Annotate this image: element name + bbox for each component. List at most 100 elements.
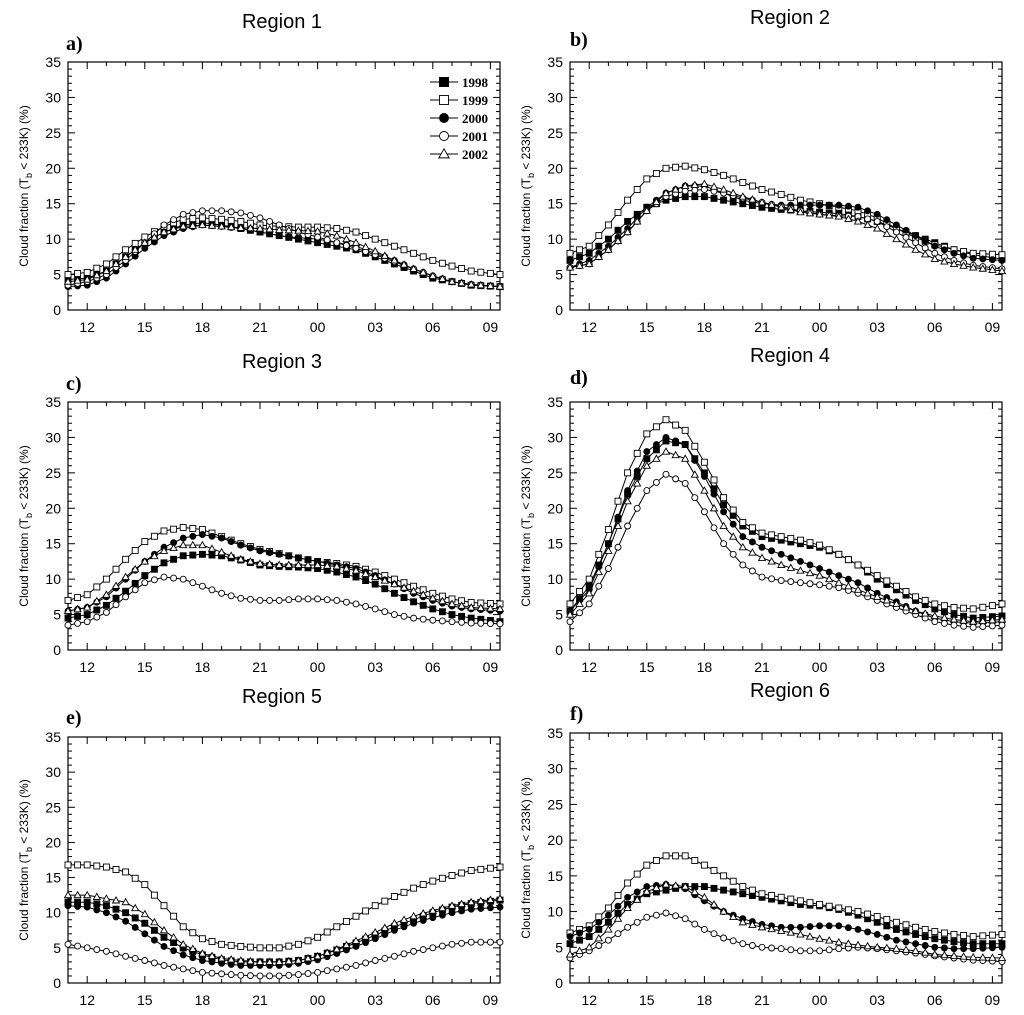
data-point bbox=[912, 930, 920, 938]
data-point bbox=[786, 205, 796, 213]
data-point bbox=[170, 216, 178, 224]
data-point bbox=[815, 934, 824, 942]
data-point bbox=[83, 861, 91, 869]
data-point bbox=[64, 596, 72, 604]
data-point bbox=[285, 552, 293, 560]
x-tick-label: 03 bbox=[367, 992, 383, 1008]
y-axis-label-part: < 233K) (%) bbox=[519, 445, 533, 513]
data-point bbox=[410, 614, 418, 622]
series-line bbox=[569, 886, 1002, 945]
data-point bbox=[816, 565, 824, 572]
data-point bbox=[495, 604, 505, 612]
data-point bbox=[614, 892, 622, 899]
data-point bbox=[921, 596, 929, 604]
data-point bbox=[448, 940, 456, 948]
data-point bbox=[73, 604, 82, 613]
data-point bbox=[700, 892, 709, 901]
data-point bbox=[576, 936, 584, 944]
series-line bbox=[569, 855, 1003, 938]
x-tick-label: 03 bbox=[367, 659, 383, 675]
data-point bbox=[902, 921, 910, 929]
data-point bbox=[496, 938, 504, 946]
data-point bbox=[883, 577, 891, 585]
data-point bbox=[729, 506, 737, 514]
data-point bbox=[467, 619, 475, 627]
data-point bbox=[576, 588, 584, 595]
data-point bbox=[246, 956, 255, 965]
data-point bbox=[672, 437, 680, 445]
data-point bbox=[796, 566, 805, 574]
data-point bbox=[121, 572, 130, 581]
data-point bbox=[805, 932, 815, 940]
data-point bbox=[912, 239, 920, 247]
data-point bbox=[160, 527, 168, 535]
y-tick-label: 30 bbox=[45, 764, 61, 780]
y-tick-label: 20 bbox=[547, 160, 563, 176]
data-point bbox=[428, 593, 438, 602]
series-line bbox=[569, 883, 1003, 959]
data-point bbox=[141, 244, 149, 252]
data-point bbox=[352, 943, 360, 950]
data-point bbox=[438, 259, 446, 267]
data-point bbox=[111, 896, 121, 904]
data-point bbox=[950, 938, 958, 946]
data-point bbox=[988, 622, 996, 630]
data-point bbox=[198, 531, 206, 538]
data-point bbox=[853, 940, 863, 949]
y-tick-label: 15 bbox=[547, 536, 563, 552]
data-point bbox=[178, 222, 188, 230]
data-point bbox=[988, 265, 997, 273]
data-point bbox=[912, 232, 920, 240]
data-point bbox=[150, 576, 158, 584]
legend-marker bbox=[439, 113, 449, 123]
data-point bbox=[410, 919, 418, 927]
y-tick-label: 20 bbox=[45, 834, 61, 850]
y-tick-label: 35 bbox=[45, 54, 61, 70]
data-point bbox=[691, 457, 699, 464]
data-point bbox=[390, 926, 398, 934]
data-point bbox=[342, 963, 350, 971]
data-point bbox=[256, 944, 264, 952]
data-point bbox=[496, 903, 504, 911]
data-point bbox=[931, 935, 939, 943]
data-point bbox=[892, 221, 900, 229]
x-tick-label: 12 bbox=[581, 319, 597, 335]
data-point bbox=[495, 894, 505, 902]
data-point bbox=[63, 890, 73, 899]
data-point bbox=[940, 944, 948, 952]
series-line bbox=[569, 451, 1003, 623]
legend-marker bbox=[439, 95, 449, 105]
y-tick-label: 5 bbox=[555, 607, 563, 623]
data-point bbox=[901, 603, 911, 611]
data-point bbox=[477, 938, 485, 946]
data-point bbox=[112, 913, 120, 921]
y-tick-label: 5 bbox=[53, 267, 61, 283]
data-point bbox=[853, 585, 863, 593]
data-point bbox=[979, 603, 987, 611]
data-point bbox=[632, 479, 642, 487]
x-tick-label: 00 bbox=[812, 319, 828, 335]
data-point bbox=[776, 560, 786, 569]
data-point bbox=[390, 589, 398, 597]
data-point bbox=[632, 895, 642, 903]
data-point bbox=[314, 233, 322, 241]
data-point bbox=[931, 242, 939, 250]
data-point bbox=[227, 941, 235, 949]
data-point bbox=[960, 252, 968, 260]
data-point bbox=[642, 887, 652, 895]
data-point bbox=[844, 581, 853, 590]
data-point bbox=[159, 227, 169, 236]
data-point bbox=[332, 562, 342, 570]
data-point bbox=[661, 188, 671, 197]
data-point bbox=[968, 617, 978, 625]
data-point bbox=[208, 969, 216, 977]
data-point bbox=[93, 906, 101, 914]
series-2001 bbox=[566, 186, 1006, 273]
data-point bbox=[700, 179, 709, 187]
data-point bbox=[854, 561, 862, 569]
data-point bbox=[92, 892, 102, 900]
data-point bbox=[700, 458, 708, 466]
panel-label: c) bbox=[66, 373, 82, 395]
data-point bbox=[758, 943, 766, 951]
data-point bbox=[102, 575, 110, 583]
